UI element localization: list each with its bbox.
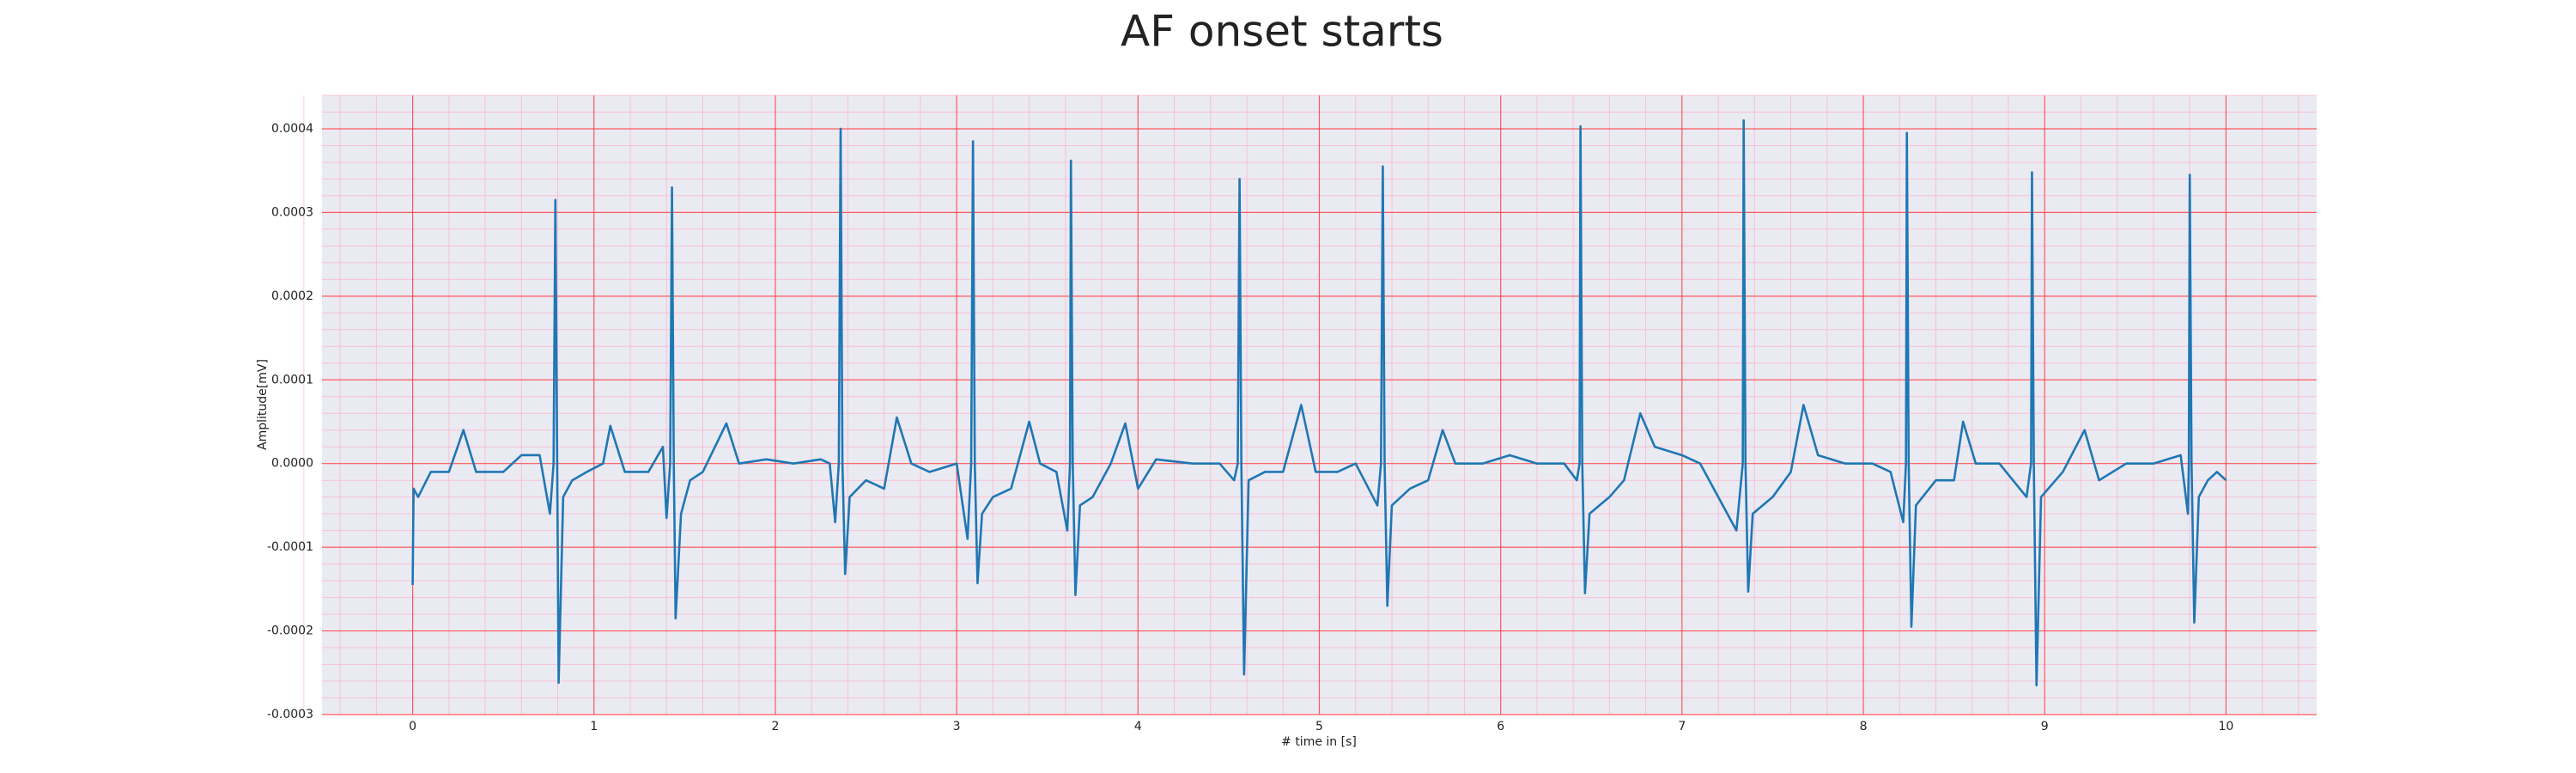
y-tick-label: -0.0002 — [267, 624, 313, 638]
x-tick-label: 8 — [1860, 720, 1868, 733]
x-tick-label: 1 — [590, 720, 598, 733]
y-tick-label: 0.0004 — [271, 122, 313, 136]
x-axis-label: # time in [s] — [1281, 735, 1357, 749]
y-tick-label: 0.0003 — [271, 205, 313, 219]
x-tick-label: 7 — [1678, 720, 1686, 733]
line-series — [411, 119, 2227, 687]
y-tick-label: 0.0002 — [271, 289, 313, 303]
chart-title: AF onset starts — [1121, 7, 1443, 57]
x-tick-label: 2 — [771, 720, 779, 733]
x-tick-label: 3 — [953, 720, 961, 733]
y-tick-label: 0.0000 — [271, 457, 313, 471]
x-tick-label: 5 — [1315, 720, 1323, 733]
x-tick-label: 6 — [1497, 720, 1504, 733]
y-tick-label: 0.0001 — [271, 373, 313, 386]
x-tick-label: 4 — [1134, 720, 1142, 733]
x-tick-label: 10 — [2218, 720, 2233, 733]
y-tick-label: -0.0003 — [267, 708, 313, 721]
x-tick-label: 9 — [2041, 720, 2049, 733]
y-axis-label: Amplitude[mV] — [256, 359, 270, 450]
x-tick-label: 0 — [409, 720, 416, 733]
y-tick-label: -0.0001 — [267, 540, 313, 554]
